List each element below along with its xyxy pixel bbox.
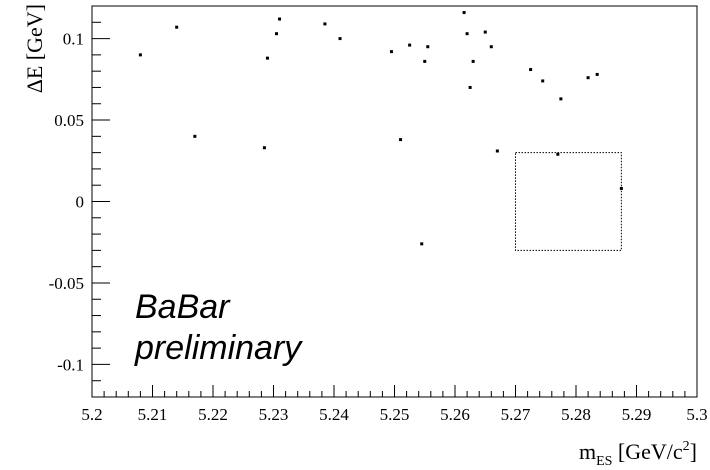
data-point [389, 50, 393, 54]
data-point [619, 186, 623, 190]
x-axis-title: mES [GeV/c2] [579, 439, 697, 469]
y-tick-label: 0 [76, 193, 85, 212]
data-point [586, 76, 590, 80]
data-point [175, 25, 179, 29]
data-point [338, 37, 342, 41]
data-point [420, 242, 424, 246]
data-point [468, 85, 472, 89]
x-tick-label: 5.23 [259, 405, 289, 424]
x-tick-label: 5.26 [440, 405, 470, 424]
annotation-babar: BaBar [135, 288, 231, 326]
x-axis-ticks: 5.2 5.21 5.22 5.23 5.24 5.25 5.26 5.27 5.28 5.29 5… [81, 385, 708, 424]
data-points [138, 11, 623, 246]
data-point [483, 30, 487, 34]
data-point [556, 152, 560, 156]
y-tick-label: 0.05 [54, 111, 84, 130]
data-point [595, 72, 599, 76]
data-point [495, 149, 499, 153]
signal-region-box [515, 152, 622, 251]
data-point [559, 97, 563, 101]
data-point [278, 17, 282, 21]
x-tick-label: 5.22 [198, 405, 228, 424]
x-tick-label: 5.3 [686, 405, 707, 424]
x-tick-label: 5.24 [319, 405, 349, 424]
y-tick-label: 0.1 [63, 30, 84, 49]
y-tick-label: -0.1 [57, 355, 84, 374]
y-axis-title: ΔE [GeV] [22, 4, 47, 93]
data-point [323, 22, 327, 26]
annotation-preliminary: preliminary [134, 329, 303, 367]
y-axis-ticks: -0.1 -0.05 0 0.05 0.1 [49, 5, 110, 398]
x-tick-label: 5.27 [501, 405, 531, 424]
data-point [193, 134, 197, 138]
data-point [399, 138, 403, 142]
data-point [408, 43, 412, 47]
x-tick-label: 5.21 [138, 405, 168, 424]
data-point [471, 59, 475, 63]
x-tick-label: 5.2 [81, 405, 102, 424]
data-point [275, 32, 279, 36]
y-tick-label: -0.05 [49, 274, 84, 293]
data-point [465, 32, 469, 36]
data-point [265, 56, 269, 60]
data-point [426, 45, 430, 49]
data-point [138, 53, 142, 57]
data-point [529, 68, 533, 72]
data-point [489, 45, 493, 49]
x-tick-label: 5.28 [561, 405, 591, 424]
data-point [462, 11, 466, 15]
data-point [423, 59, 427, 63]
x-tick-label: 5.29 [622, 405, 652, 424]
data-point [541, 79, 545, 83]
x-tick-label: 5.25 [380, 405, 410, 424]
data-point [262, 146, 266, 150]
signal-region-box-layer [515, 152, 622, 251]
